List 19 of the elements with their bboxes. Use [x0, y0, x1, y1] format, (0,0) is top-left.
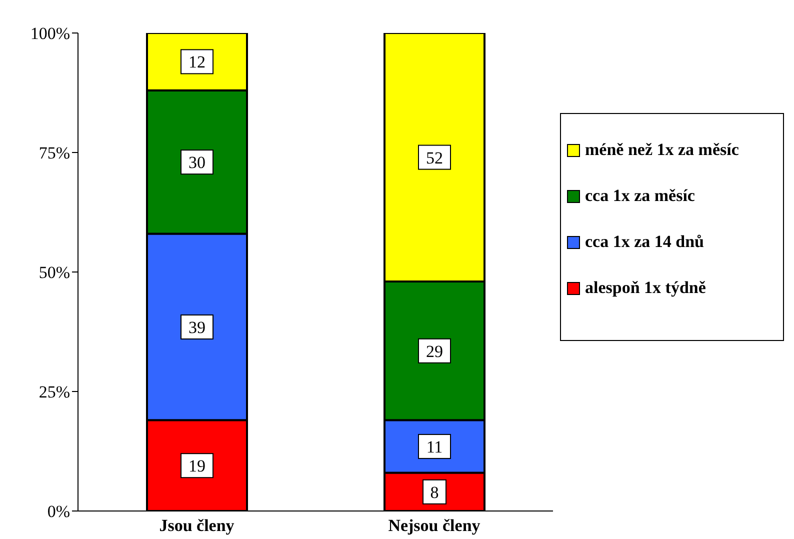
legend-label: cca 1x za měsíc	[585, 186, 695, 206]
legend-label: cca 1x za 14 dnů	[585, 232, 704, 252]
y-tick-label: 75%	[38, 144, 70, 163]
legend-label: alespoň 1x týdně	[585, 278, 706, 298]
data-label: 39	[188, 318, 206, 337]
y-tick-label: 100%	[30, 24, 70, 44]
legend-label: méně než 1x za měsíc	[585, 140, 739, 160]
x-tick-label: Nejsou členy	[388, 516, 481, 536]
data-label: 52	[426, 148, 443, 168]
data-label: 12	[188, 52, 206, 72]
x-tick-label: Jsou členy	[159, 516, 235, 536]
data-label: 19	[188, 456, 206, 476]
data-label: 29	[426, 342, 443, 361]
y-tick-label: 50%	[38, 263, 70, 282]
y-tick-label: 0%	[47, 502, 70, 522]
y-tick-label: 25%	[38, 382, 70, 402]
data-label: 11	[426, 437, 443, 456]
data-label: 8	[430, 482, 439, 502]
data-label: 30	[188, 153, 206, 172]
